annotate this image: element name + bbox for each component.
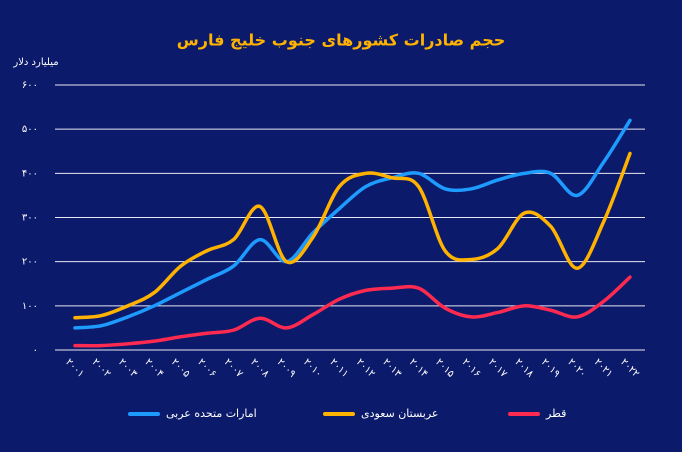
y-tick-label: ۴۰۰	[22, 168, 38, 179]
y-tick-label: ۱۰۰	[22, 301, 38, 312]
x-tick-label: ۲۰۱۴	[407, 357, 430, 380]
y-tick-label: ۳۰۰	[22, 213, 38, 224]
x-tick-label: ۲۰۰۸	[248, 357, 271, 380]
y-axis-label: میلیارد دلار	[12, 57, 58, 68]
x-tick-label: ۲۰۱۹	[539, 357, 562, 380]
x-tick-label: ۲۰۱۰	[301, 357, 324, 380]
x-tick-label: ۲۰۰۳	[116, 357, 139, 380]
x-tick-label: ۲۰۱۷	[486, 357, 509, 380]
series-line	[73, 275, 632, 348]
x-tick-label: ۲۰۱۸	[512, 357, 535, 380]
x-tick-label: ۲۰۱۲	[354, 357, 377, 380]
x-tick-label: ۲۰۱۳	[380, 357, 403, 380]
legend-label: عربستان سعودی	[361, 407, 438, 420]
x-tick-label: ۲۰۲۱	[592, 357, 615, 380]
series-line	[73, 118, 632, 330]
x-tick-label: ۲۰۲۰	[565, 357, 588, 380]
y-tick-label: ۲۰۰	[22, 257, 38, 268]
x-tick-label: ۲۰۰۲	[90, 357, 113, 380]
x-tick-label: ۲۰۰۷	[222, 357, 245, 380]
legend-label: قطر	[545, 407, 566, 420]
x-tick-label: ۲۰۰۶	[195, 357, 218, 380]
x-tick-label: ۲۰۰۱	[63, 357, 86, 380]
x-tick-label: ۲۰۰۴	[142, 357, 165, 380]
x-tick-label: ۲۰۲۲	[618, 357, 641, 380]
x-tick-label: ۲۰۱۱	[327, 357, 350, 380]
series-line	[73, 151, 632, 320]
y-tick-label: ۰	[33, 345, 38, 356]
chart-title: حجم صادرات کشورهای جنوب خلیج فارس	[177, 31, 506, 50]
x-tick-label: ۲۰۱۵	[433, 357, 456, 380]
y-tick-label: ۵۰۰	[22, 124, 38, 135]
x-tick-label: ۲۰۱۶	[460, 357, 483, 380]
x-tick-label: ۲۰۰۵	[169, 357, 192, 380]
legend-label: امارات متحده عربی	[166, 407, 257, 420]
y-tick-label: ۶۰۰	[22, 80, 38, 91]
x-tick-label: ۲۰۰۹	[275, 357, 298, 380]
